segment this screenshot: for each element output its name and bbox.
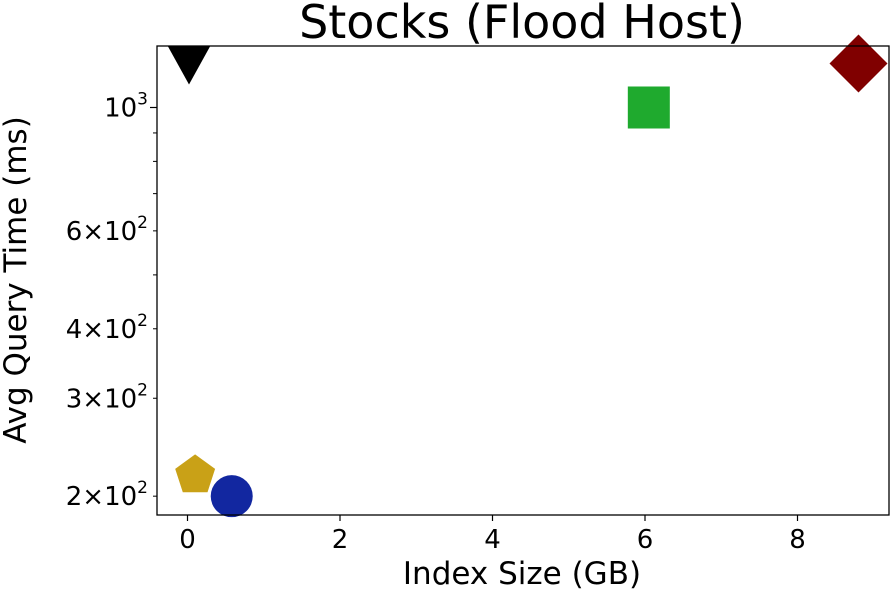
point-triangle-down xyxy=(168,46,210,85)
x-tick-label: 6 xyxy=(637,525,654,555)
x-tick-label: 2 xyxy=(332,525,349,555)
y-tick-label: 3×102 xyxy=(66,380,148,414)
x-tick-label: 4 xyxy=(484,525,501,555)
y-axis: 103 2×102 3×102 4×102 6×102 xyxy=(66,89,157,512)
y-tick-label: 103 xyxy=(104,89,148,123)
point-square xyxy=(627,86,670,129)
x-tick-label: 8 xyxy=(789,525,806,555)
x-axis-label: Index Size (GB) xyxy=(403,556,641,592)
y-tick-label: 2×102 xyxy=(66,478,148,512)
point-diamond xyxy=(829,34,888,93)
x-tick-label: 0 xyxy=(179,525,196,555)
plot-marks xyxy=(168,34,888,518)
y-tick-label: 4×102 xyxy=(66,311,148,345)
point-pentagon xyxy=(175,454,216,493)
y-axis-label: Avg Query Time (ms) xyxy=(0,116,34,444)
y-tick-label: 6×102 xyxy=(66,213,148,247)
chart-title: Stocks (Flood Host) xyxy=(299,0,745,49)
plot-frame xyxy=(156,45,890,516)
point-circle xyxy=(210,475,253,518)
x-axis: 0 2 4 6 8 xyxy=(179,515,806,555)
